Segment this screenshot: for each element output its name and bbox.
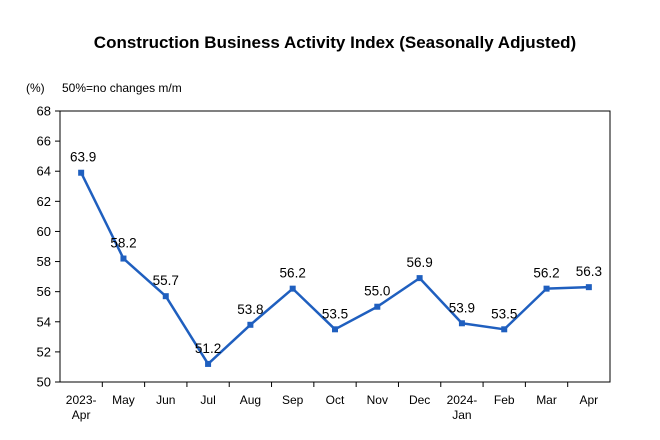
x-tick-label: May bbox=[112, 393, 135, 407]
x-tick-label: Dec bbox=[409, 393, 430, 407]
y-tick-label: 54 bbox=[37, 314, 51, 329]
y-tick-label: 64 bbox=[37, 164, 51, 179]
y-tick-label: 56 bbox=[37, 284, 51, 299]
y-tick-label: 60 bbox=[37, 224, 51, 239]
y-tick-label: 50 bbox=[37, 375, 51, 390]
x-tick-label: 2023-Apr bbox=[66, 393, 97, 422]
data-point bbox=[585, 284, 592, 291]
data-point bbox=[247, 321, 254, 328]
data-point bbox=[205, 360, 212, 367]
chart-annotation: 50%=no changes m/m bbox=[62, 81, 182, 95]
plot-area bbox=[59, 110, 611, 383]
data-label: 56.9 bbox=[406, 255, 432, 270]
series-line bbox=[80, 172, 589, 366]
data-label: 53.8 bbox=[237, 302, 263, 317]
data-label: 53.5 bbox=[491, 306, 517, 321]
x-tick-label: Apr bbox=[580, 393, 599, 407]
data-label: 53.5 bbox=[322, 306, 348, 321]
data-label: 56.2 bbox=[280, 266, 306, 281]
data-point bbox=[543, 285, 550, 292]
data-point bbox=[501, 326, 508, 333]
data-point bbox=[120, 255, 127, 262]
x-axis: 2023-Apr May Jun Jul Aug Sep Oct Nov Dec 2024-Jan… bbox=[66, 382, 598, 422]
y-tick-label: 62 bbox=[37, 194, 51, 209]
data-label: 53.9 bbox=[449, 300, 475, 315]
x-tick-label: Aug bbox=[240, 393, 261, 407]
series-line-group bbox=[78, 169, 592, 367]
data-point bbox=[78, 169, 85, 176]
x-tick-label: Jun bbox=[156, 393, 175, 407]
y-axis: 50 52 54 56 58 60 62 64 66 68 bbox=[37, 104, 60, 390]
x-tick-label: Oct bbox=[326, 393, 345, 407]
data-point bbox=[332, 326, 338, 333]
x-tick-label: Sep bbox=[282, 393, 304, 407]
y-tick-label: 66 bbox=[37, 134, 51, 149]
data-point bbox=[162, 293, 169, 300]
data-point bbox=[289, 285, 296, 292]
chart-title: Construction Business Activity Index (Se… bbox=[94, 33, 576, 52]
x-tick-label: Nov bbox=[367, 393, 388, 407]
y-tick-label: 68 bbox=[37, 104, 51, 119]
data-label: 58.2 bbox=[110, 236, 136, 251]
data-label: 51.2 bbox=[195, 341, 221, 356]
y-tick-label: 58 bbox=[37, 254, 51, 269]
data-point bbox=[416, 275, 423, 282]
data-point bbox=[374, 303, 381, 310]
x-tick-label: Mar bbox=[536, 393, 557, 407]
data-label-group: 63.9 58.2 55.7 51.2 53.8 56.2 53.5 55.0 56.9 53.9… bbox=[70, 150, 602, 356]
data-label: 63.9 bbox=[70, 150, 96, 165]
data-label: 55.7 bbox=[153, 273, 179, 288]
y-tick-label: 52 bbox=[37, 344, 51, 359]
data-point bbox=[458, 320, 465, 327]
x-tick-label: Feb bbox=[494, 393, 515, 407]
y-unit-label: (%) bbox=[26, 81, 45, 95]
data-label: 55.0 bbox=[364, 284, 390, 299]
x-tick-label: 2024-Jan bbox=[447, 393, 478, 422]
x-tick-label: Jul bbox=[200, 393, 215, 407]
data-label: 56.2 bbox=[533, 266, 559, 281]
data-label: 56.3 bbox=[576, 264, 602, 279]
